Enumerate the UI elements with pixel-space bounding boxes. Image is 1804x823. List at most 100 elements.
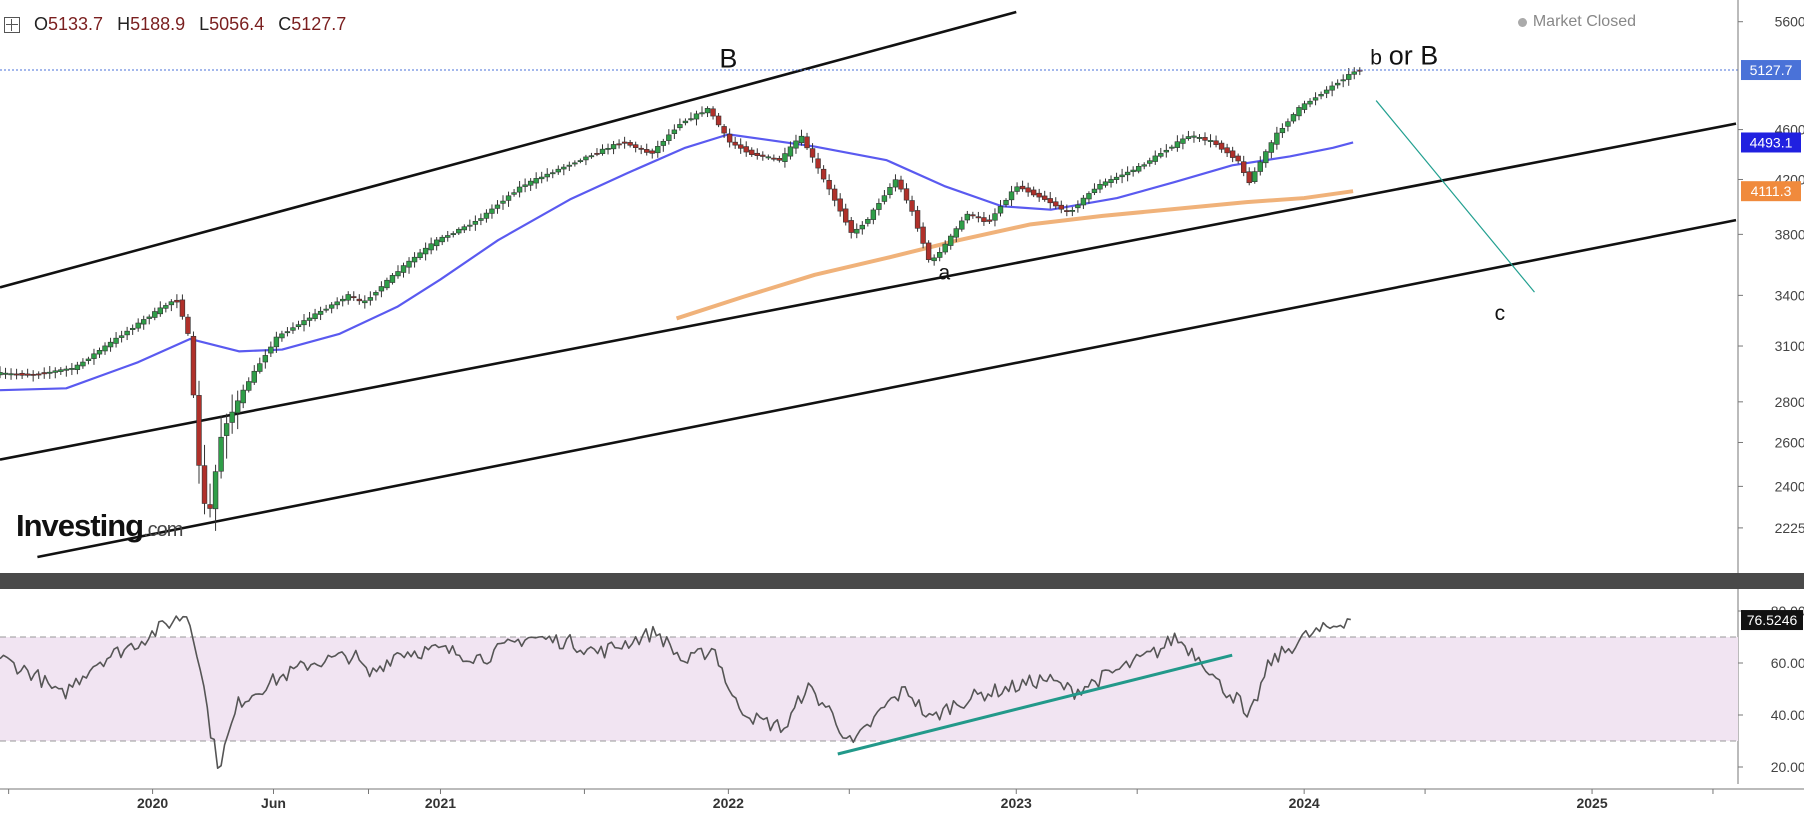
candle-body bbox=[461, 226, 468, 231]
candle-body bbox=[583, 156, 589, 161]
candle-body bbox=[74, 364, 81, 370]
candle-body bbox=[1119, 174, 1125, 178]
candle-body bbox=[704, 108, 711, 114]
ohlc-low: L5056.4 bbox=[199, 14, 265, 34]
candle-body bbox=[1030, 189, 1037, 196]
candle-body bbox=[688, 118, 694, 121]
candle-body bbox=[1036, 192, 1042, 198]
candle-body bbox=[1130, 169, 1136, 173]
x-tick-label: Jun bbox=[261, 795, 286, 811]
candle-body bbox=[743, 146, 749, 153]
candle-body bbox=[262, 355, 269, 363]
candle-body bbox=[610, 144, 617, 150]
candle-body bbox=[141, 319, 147, 325]
market-status-text: Market Closed bbox=[1532, 13, 1636, 30]
candle-body bbox=[1075, 204, 1081, 209]
candle-body bbox=[892, 179, 899, 188]
candle-body bbox=[1086, 193, 1092, 200]
candle-body bbox=[367, 297, 374, 301]
candle-body bbox=[649, 150, 655, 154]
x-axis: 2020 Jun 2021 2022 2023 2024 2025 bbox=[0, 788, 1804, 811]
candle-body bbox=[831, 188, 838, 201]
candle-body bbox=[1147, 160, 1153, 164]
candle-body bbox=[1312, 97, 1319, 101]
candle-body bbox=[433, 239, 440, 247]
candle-body bbox=[1241, 161, 1247, 173]
candle-body bbox=[0, 372, 3, 376]
candle-body bbox=[754, 152, 760, 156]
candle-body bbox=[914, 210, 921, 229]
candle-body bbox=[997, 206, 1004, 214]
add-indicator-icon[interactable] bbox=[4, 16, 20, 33]
candle-body bbox=[417, 252, 423, 259]
candle-body bbox=[411, 256, 418, 263]
rsi-line bbox=[0, 615, 1351, 770]
candle-body bbox=[550, 172, 556, 175]
candle-body bbox=[483, 212, 490, 219]
candle-body bbox=[1202, 137, 1208, 141]
candle-body bbox=[588, 155, 595, 158]
candle-body bbox=[1058, 204, 1064, 210]
price-tick-label: 2400.0 bbox=[1775, 478, 1804, 494]
candle-body bbox=[511, 192, 517, 195]
candle-body bbox=[1191, 135, 1197, 138]
candles bbox=[0, 67, 1363, 531]
price-tick-label: 2600.0 bbox=[1775, 434, 1804, 450]
candle-body bbox=[179, 299, 186, 317]
rsi-value-label: 76.5246 bbox=[1747, 612, 1798, 628]
candle-body bbox=[35, 373, 42, 376]
candle-body bbox=[456, 228, 462, 234]
candle-body bbox=[1235, 155, 1241, 162]
candle-body bbox=[765, 156, 772, 159]
candle-body bbox=[632, 144, 639, 148]
candle-body bbox=[13, 373, 20, 376]
candle-body bbox=[273, 336, 280, 348]
x-tick-label: 2023 bbox=[1001, 795, 1032, 811]
candle-body bbox=[1047, 198, 1053, 204]
candle-body bbox=[898, 179, 904, 190]
pane-divider[interactable] bbox=[0, 573, 1804, 589]
candle-body bbox=[1323, 89, 1330, 94]
candle-body bbox=[848, 220, 854, 233]
candle-body bbox=[1014, 186, 1020, 192]
candle-body bbox=[1180, 138, 1186, 144]
candle-body bbox=[594, 152, 600, 155]
candle-body bbox=[472, 221, 479, 225]
candle-body bbox=[975, 216, 982, 219]
rsi-band bbox=[0, 637, 1738, 741]
candle-body bbox=[190, 335, 197, 396]
candle-body bbox=[428, 243, 434, 251]
ma-slow-line bbox=[675, 189, 1354, 321]
candle-body bbox=[644, 149, 650, 153]
channel-line-2 bbox=[0, 122, 1737, 461]
candle-body bbox=[124, 330, 130, 336]
candle-body bbox=[422, 247, 429, 255]
candle-body bbox=[467, 224, 473, 227]
candle-body bbox=[1252, 171, 1258, 182]
candle-body bbox=[726, 133, 733, 143]
candle-body bbox=[113, 337, 119, 344]
candle-body bbox=[936, 252, 943, 258]
candle-body bbox=[1224, 147, 1230, 154]
candle-body bbox=[1290, 114, 1297, 122]
candle-body bbox=[345, 294, 351, 301]
candle-body bbox=[373, 292, 379, 296]
candle-body bbox=[257, 363, 263, 372]
candle-body bbox=[1003, 199, 1009, 205]
candle-body bbox=[91, 353, 97, 359]
candle-body bbox=[1340, 79, 1346, 82]
candle-body bbox=[395, 271, 401, 277]
candle-body bbox=[1091, 188, 1098, 193]
candle-body bbox=[870, 209, 877, 220]
candle-body bbox=[809, 148, 816, 158]
wave-label-5: c bbox=[1495, 302, 1506, 325]
x-tick-label: 2020 bbox=[137, 795, 168, 811]
candle-body bbox=[572, 162, 578, 165]
candle-body bbox=[1285, 121, 1291, 127]
candle-body bbox=[135, 322, 141, 329]
candle-body bbox=[301, 320, 307, 326]
candle-body bbox=[96, 349, 103, 355]
candle-body bbox=[1268, 142, 1275, 153]
candle-body bbox=[52, 370, 58, 373]
